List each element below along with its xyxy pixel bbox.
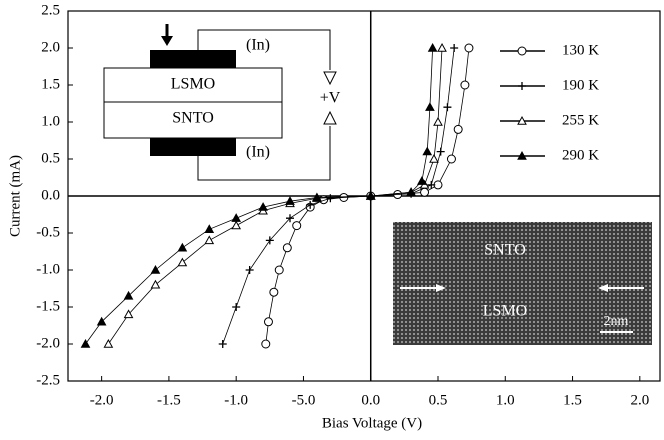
device-inset: LSMO SNTO (In) (In) +V <box>104 24 341 180</box>
y-tick-label: -1.0 <box>36 261 60 277</box>
marker <box>465 44 473 52</box>
x-tick-label: 0.0 <box>361 392 380 408</box>
x-tick-label: 1.5 <box>563 392 582 408</box>
x-axis-label: Bias Voltage (V) <box>322 415 422 431</box>
marker <box>438 44 446 51</box>
marker <box>264 318 272 326</box>
y-tick-label: 0.5 <box>41 150 60 166</box>
micrograph-inset: SNTO LSMO 2nm <box>393 222 652 345</box>
x-tick-label: -1.0 <box>224 392 248 408</box>
terminal <box>324 112 336 124</box>
marker <box>447 155 455 163</box>
marker <box>246 266 254 274</box>
y-tick-label: -2.0 <box>36 335 60 351</box>
y-tick-label: 2.0 <box>41 39 60 55</box>
legend-label: 130 K <box>562 42 599 58</box>
scale-label: 2nm <box>604 314 629 329</box>
layer-label: SNTO <box>484 242 526 259</box>
marker <box>232 222 240 229</box>
marker <box>461 81 469 89</box>
electrode <box>150 50 236 68</box>
x-tick-label: 1.0 <box>496 392 515 408</box>
arrow-head <box>161 36 173 46</box>
marker <box>151 281 159 288</box>
y-tick-label: 1.0 <box>41 113 60 129</box>
marker <box>178 244 186 251</box>
layer-label: LSMO <box>483 303 527 320</box>
y-tick-label: -2.5 <box>36 372 60 388</box>
marker <box>232 303 240 311</box>
y-tick-label: 2.5 <box>41 2 60 18</box>
marker <box>423 148 431 155</box>
y-axis-label: Current (mA) <box>7 155 23 237</box>
marker <box>293 222 301 230</box>
marker <box>270 288 278 296</box>
marker <box>219 340 227 348</box>
layer-label: LSMO <box>171 76 215 93</box>
electrode <box>150 138 236 156</box>
x-tick-label: 0.5 <box>429 392 448 408</box>
layer-label: SNTO <box>172 110 214 127</box>
contact-label: (In) <box>246 144 270 161</box>
y-tick-label: -0.5 <box>36 224 60 240</box>
marker <box>443 103 451 111</box>
marker <box>81 340 89 347</box>
legend-label: 190 K <box>562 77 599 93</box>
legend-label: 255 K <box>562 112 599 128</box>
x-tick-label: -2.0 <box>90 392 114 408</box>
marker <box>283 244 291 252</box>
marker <box>429 44 437 51</box>
contact-label: (In) <box>246 37 270 54</box>
y-tick-label: -1.5 <box>36 298 60 314</box>
marker <box>232 214 240 221</box>
voltage-label: +V <box>320 90 341 107</box>
terminal <box>324 72 336 84</box>
chart: Bias Voltage (V) Current (mA) LSMO SNTO … <box>0 0 664 440</box>
marker <box>437 148 445 156</box>
page: {"chart_data": { "type": "scatter", "x_l… <box>0 0 664 440</box>
marker <box>430 155 438 162</box>
marker <box>454 125 462 133</box>
marker <box>450 44 458 52</box>
legend-marker <box>518 82 526 90</box>
marker <box>205 236 213 243</box>
marker <box>434 118 442 125</box>
marker <box>275 266 283 274</box>
marker <box>104 340 112 347</box>
marker <box>151 266 159 273</box>
y-tick-label: 0.0 <box>41 187 60 203</box>
y-tick-label: 1.5 <box>41 76 60 92</box>
marker <box>178 259 186 266</box>
legend-marker <box>518 47 526 55</box>
marker <box>262 340 270 348</box>
x-tick-label: 2.0 <box>630 392 649 408</box>
x-tick-label: -5.0 <box>292 392 316 408</box>
legend-label: 290 K <box>562 147 599 163</box>
marker <box>205 225 213 232</box>
marker <box>426 103 434 110</box>
x-tick-label: -1.5 <box>157 392 181 408</box>
